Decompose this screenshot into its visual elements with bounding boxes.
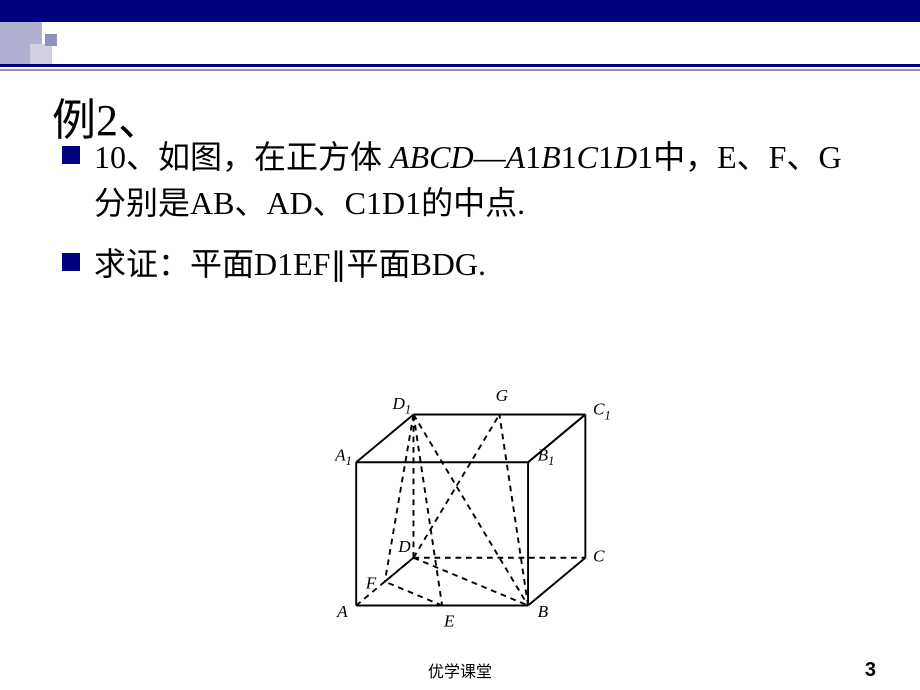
svg-text:B1: B1 [538,445,555,468]
svg-text:D1: D1 [391,394,411,417]
bullet-text: 求证：平面D1EF∥平面BDG. [94,241,486,287]
top-bar [0,0,920,22]
bullet-text: 10、如图，在正方体 ABCD—A1B1C1D1中，E、F、G分别是AB、AD、… [94,134,872,227]
svg-text:B: B [538,602,549,621]
bullet-icon [62,253,80,271]
svg-text:C1: C1 [593,400,611,423]
svg-text:C: C [593,547,605,566]
svg-text:E: E [443,611,455,630]
bullet-icon [62,146,80,164]
svg-text:G: G [496,386,509,405]
divider-line-light [0,69,920,71]
footer-text: 优学课堂 [0,658,920,682]
svg-text:A1: A1 [334,445,352,468]
list-item: 求证：平面D1EF∥平面BDG. [62,241,872,287]
bullet-list: 10、如图，在正方体 ABCD—A1B1C1D1中，E、F、G分别是AB、AD、… [62,134,872,301]
svg-text:D: D [397,537,411,556]
page-number: 3 [865,659,876,682]
cube-diagram: A B B1 A1 D C C1 D1 E F G [318,370,614,650]
list-item: 10、如图，在正方体 ABCD—A1B1C1D1中，E、F、G分别是AB、AD、… [62,134,872,227]
svg-text:F: F [365,573,377,592]
corner-decor [0,22,180,68]
divider-line [0,64,920,67]
svg-text:A: A [336,602,348,621]
